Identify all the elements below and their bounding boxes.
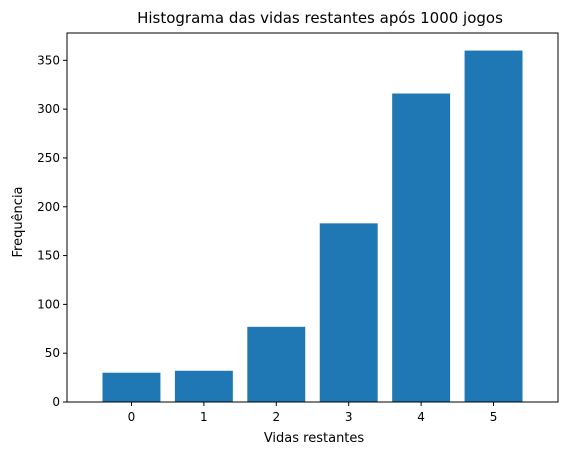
bar-1 <box>175 371 233 402</box>
x-tick-label: 4 <box>417 410 425 424</box>
chart-title: Histograma das vidas restantes após 1000… <box>137 9 503 27</box>
bar-3 <box>320 223 378 402</box>
x-tick-label: 0 <box>128 410 136 424</box>
x-tick-label: 3 <box>345 410 353 424</box>
bar-2 <box>247 327 305 402</box>
y-tick-label: 200 <box>37 200 60 214</box>
y-tick-label: 50 <box>45 346 60 360</box>
x-tick-label: 2 <box>272 410 280 424</box>
bar-5 <box>465 51 523 402</box>
x-tick-label: 5 <box>490 410 498 424</box>
x-axis-label: Vidas restantes <box>264 431 365 446</box>
bar-4 <box>392 94 450 402</box>
y-tick-label: 150 <box>37 249 60 263</box>
y-axis-ticks: 0 50 100 150 200 250 300 350 <box>37 53 67 409</box>
bars-group <box>102 51 522 402</box>
x-tick-label: 1 <box>200 410 208 424</box>
y-tick-label: 300 <box>37 102 60 116</box>
y-tick-label: 100 <box>37 297 60 311</box>
y-tick-label: 250 <box>37 151 60 165</box>
y-tick-label: 350 <box>37 53 60 67</box>
x-axis-ticks: 0 1 2 3 4 5 <box>128 402 498 424</box>
bar-0 <box>102 373 160 402</box>
y-axis-label: Frequência <box>11 186 26 257</box>
y-tick-label: 0 <box>52 395 60 409</box>
